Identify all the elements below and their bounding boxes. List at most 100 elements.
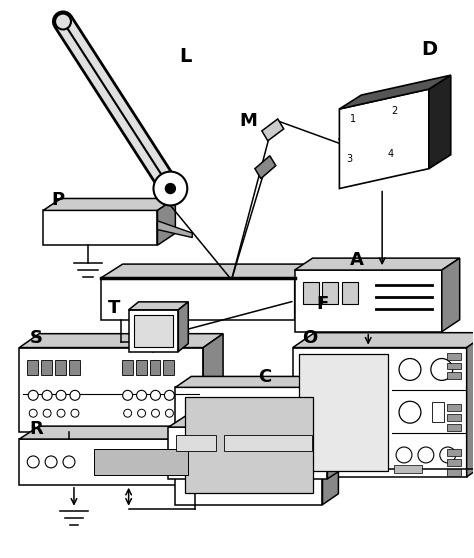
- Circle shape: [71, 409, 79, 417]
- Text: D: D: [421, 40, 437, 59]
- Circle shape: [56, 391, 66, 400]
- Circle shape: [431, 359, 453, 381]
- Circle shape: [42, 391, 52, 400]
- Polygon shape: [19, 334, 223, 348]
- Text: 1: 1: [350, 114, 356, 124]
- Bar: [322, 282, 338, 304]
- Polygon shape: [295, 258, 460, 270]
- Text: M: M: [239, 112, 257, 130]
- Polygon shape: [262, 119, 284, 141]
- Polygon shape: [322, 377, 338, 504]
- Circle shape: [43, 409, 51, 417]
- Bar: [122, 359, 133, 376]
- Bar: [447, 363, 461, 369]
- Text: 4: 4: [388, 149, 394, 158]
- Polygon shape: [178, 302, 188, 352]
- Polygon shape: [19, 439, 203, 485]
- Polygon shape: [203, 334, 223, 432]
- Bar: [342, 282, 358, 304]
- Circle shape: [440, 447, 456, 463]
- Polygon shape: [292, 333, 474, 348]
- Polygon shape: [466, 333, 474, 477]
- Polygon shape: [128, 302, 188, 310]
- Circle shape: [151, 391, 161, 400]
- Text: O: O: [302, 329, 317, 347]
- Polygon shape: [175, 387, 322, 504]
- Circle shape: [63, 456, 75, 468]
- Bar: [136, 359, 146, 376]
- Bar: [176, 435, 216, 451]
- Polygon shape: [157, 199, 175, 245]
- Bar: [94, 449, 188, 475]
- Text: A: A: [350, 251, 364, 269]
- Circle shape: [45, 456, 57, 468]
- Circle shape: [27, 456, 39, 468]
- Polygon shape: [19, 348, 203, 432]
- Bar: [27, 359, 38, 376]
- Polygon shape: [292, 348, 466, 477]
- Text: S: S: [30, 329, 43, 347]
- Circle shape: [396, 447, 412, 463]
- Circle shape: [28, 391, 38, 400]
- Bar: [447, 372, 461, 379]
- Bar: [447, 353, 461, 359]
- Bar: [299, 354, 388, 471]
- Bar: [447, 424, 461, 431]
- Circle shape: [165, 184, 175, 194]
- Text: 2: 2: [391, 106, 397, 116]
- Polygon shape: [203, 426, 223, 485]
- Polygon shape: [295, 270, 442, 331]
- Bar: [224, 435, 311, 451]
- Text: L: L: [179, 47, 191, 66]
- Circle shape: [164, 391, 174, 400]
- Polygon shape: [339, 75, 451, 109]
- Polygon shape: [255, 156, 276, 179]
- Polygon shape: [295, 264, 317, 320]
- Bar: [394, 465, 422, 473]
- Bar: [41, 359, 52, 376]
- Bar: [185, 397, 312, 493]
- Polygon shape: [328, 414, 347, 479]
- Circle shape: [70, 391, 80, 400]
- Bar: [69, 359, 80, 376]
- Polygon shape: [101, 264, 317, 278]
- Polygon shape: [168, 414, 347, 427]
- Circle shape: [29, 409, 37, 417]
- Bar: [432, 402, 444, 422]
- Polygon shape: [43, 210, 157, 245]
- Circle shape: [137, 391, 146, 400]
- Circle shape: [137, 409, 146, 417]
- Polygon shape: [339, 89, 429, 189]
- Bar: [164, 359, 174, 376]
- Bar: [55, 359, 66, 376]
- Circle shape: [55, 13, 71, 30]
- Circle shape: [152, 409, 159, 417]
- Polygon shape: [101, 278, 295, 320]
- Polygon shape: [43, 199, 175, 210]
- Bar: [149, 359, 161, 376]
- Circle shape: [154, 172, 187, 205]
- Circle shape: [165, 409, 173, 417]
- Text: R: R: [29, 420, 43, 438]
- Circle shape: [124, 409, 132, 417]
- Text: C: C: [258, 368, 272, 387]
- Bar: [302, 282, 319, 304]
- Polygon shape: [128, 310, 178, 352]
- Circle shape: [418, 447, 434, 463]
- Polygon shape: [168, 427, 328, 479]
- Polygon shape: [175, 377, 338, 387]
- Text: 3: 3: [346, 153, 352, 163]
- Bar: [447, 449, 461, 456]
- Bar: [447, 469, 461, 476]
- Polygon shape: [19, 426, 223, 439]
- Polygon shape: [429, 75, 451, 169]
- Bar: [447, 459, 461, 466]
- Text: T: T: [108, 299, 120, 317]
- Bar: [134, 315, 173, 347]
- Circle shape: [399, 401, 421, 423]
- Text: F: F: [316, 295, 328, 313]
- Polygon shape: [157, 221, 192, 238]
- Circle shape: [399, 359, 421, 381]
- Bar: [447, 414, 461, 421]
- Circle shape: [123, 391, 133, 400]
